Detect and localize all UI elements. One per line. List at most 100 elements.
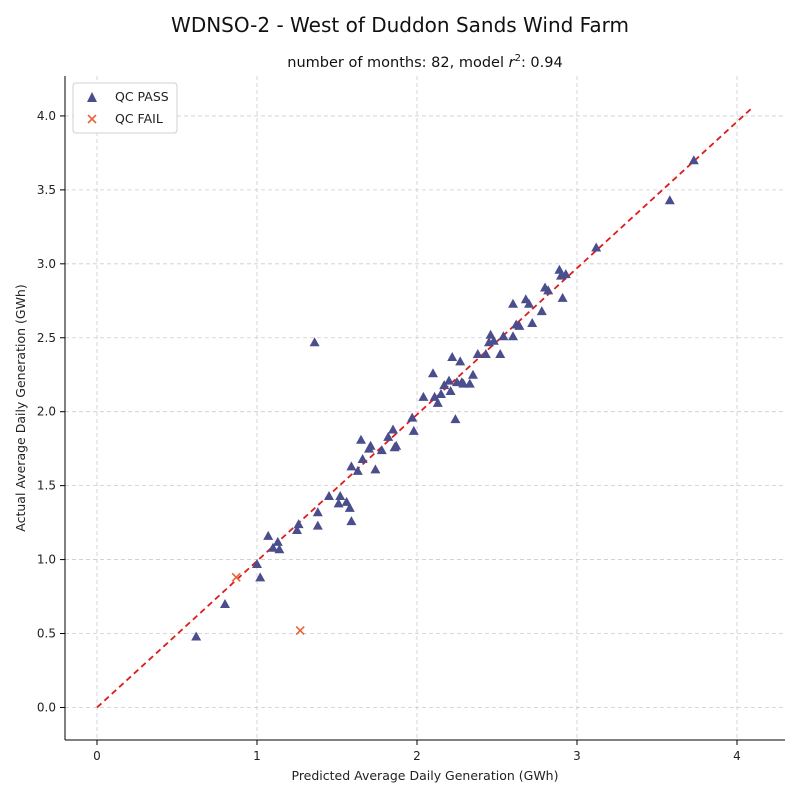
qc-pass-point (447, 351, 458, 361)
qc-pass-point (388, 424, 398, 434)
qc-pass-point (274, 544, 285, 554)
qc-pass-point (554, 264, 565, 274)
qc-pass-point (472, 349, 483, 359)
qc-pass-point (255, 572, 266, 582)
qc-pass-point (346, 461, 357, 471)
qc-pass-point (357, 454, 368, 464)
qc-pass-point (346, 516, 357, 526)
qc-pass-point (450, 414, 461, 424)
qc-pass-point (252, 559, 262, 569)
qc-pass-point (495, 349, 506, 359)
qc-pass-point (309, 337, 320, 347)
legend-pass-marker (87, 92, 97, 102)
qc-pass-point (324, 490, 334, 500)
y-tick-label: 0.0 (37, 700, 56, 714)
qc-pass-point (293, 519, 304, 529)
qc-pass-point (292, 525, 302, 535)
qc-pass-point (268, 542, 278, 552)
qc-pass-point (429, 391, 440, 401)
qc-pass-point (664, 195, 675, 205)
y-tick-label: 4.0 (37, 109, 56, 123)
y-tick-label: 1.0 (37, 553, 56, 567)
x-tick-label: 0 (93, 749, 101, 763)
subtitle-prefix: number of months: 82, model (287, 55, 508, 71)
qc-pass-point (468, 369, 478, 379)
qc-pass-point (356, 434, 366, 444)
qc-pass-point (464, 378, 475, 388)
qc-pass-point (444, 375, 454, 385)
chart-title: WDNSO-2 - West of Duddon Sands Wind Farm (171, 13, 629, 37)
subtitle-superscript: 2 (515, 53, 521, 64)
qc-pass-point (365, 440, 376, 450)
y-tick-label: 1.5 (37, 479, 56, 493)
y-axis-ticks: 0.0 0.5 1.0 1.5 2.0 2.5 3.0 3.5 4.0 (37, 109, 65, 714)
qc-pass-point (508, 331, 518, 341)
qc-pass-point (688, 155, 699, 165)
qc-pass-point (220, 598, 230, 608)
x-axis-label: Predicted Average Daily Generation (GWh) (292, 768, 559, 783)
x-tick-label: 3 (573, 749, 581, 763)
qc-pass-point (445, 385, 456, 395)
qc-pass-point (272, 536, 283, 546)
qc-pass-point (263, 530, 274, 540)
qc-pass-point (312, 507, 323, 517)
qc-pass-point (591, 242, 602, 252)
qc-pass-point (436, 388, 446, 398)
qc-pass-point (352, 465, 363, 475)
qc-pass-point (370, 464, 381, 474)
qc-pass-point (383, 431, 394, 441)
qc-pass-point (191, 631, 202, 641)
qc-pass-point (560, 269, 571, 279)
qc-pass-point (432, 397, 443, 407)
qc-pass-point (488, 335, 499, 345)
legend-fail-label: QC FAIL (115, 111, 163, 126)
fit-line-group (96, 106, 754, 709)
qc-pass-point (312, 520, 323, 530)
qc-pass-point (333, 498, 344, 508)
y-tick-label: 3.5 (37, 183, 56, 197)
qc-pass-point (524, 298, 534, 308)
data-points (191, 155, 699, 641)
qc-pass-point (557, 292, 568, 302)
qc-fail-point (231, 572, 241, 582)
grid-lines (65, 76, 785, 740)
y-tick-label: 2.0 (37, 405, 56, 419)
qc-pass-point (543, 285, 554, 295)
qc-pass-point (344, 502, 355, 512)
x-tick-label: 1 (253, 749, 261, 763)
legend-pass-label: QC PASS (115, 89, 169, 104)
chart-subtitle: number of months: 82, model r2: 0.94 (287, 53, 562, 71)
qc-pass-point (508, 298, 518, 308)
x-axis-ticks: 0 1 2 3 4 (93, 740, 741, 763)
qc-pass-point (458, 378, 469, 388)
qc-pass-point (514, 320, 525, 330)
qc-pass-point (407, 412, 418, 422)
y-tick-label: 0.5 (37, 627, 56, 641)
qc-pass-point (485, 329, 496, 339)
x-tick-label: 4 (733, 749, 741, 763)
qc-fail-point (295, 625, 305, 636)
qc-pass-point (498, 331, 509, 341)
subtitle-suffix: : 0.94 (521, 55, 563, 71)
qc-pass-point (480, 349, 491, 359)
y-axis-label: Actual Average Daily Generation (GWh) (13, 284, 28, 531)
qc-pass-point (418, 391, 429, 401)
qc-pass-point (527, 317, 538, 327)
qc-pass-point (335, 490, 346, 500)
qc-pass-point (408, 425, 419, 435)
x-tick-label: 2 (413, 749, 421, 763)
qc-pass-point (376, 445, 387, 455)
legend: QC PASS QC FAIL (72, 82, 178, 134)
subtitle-r: r (509, 55, 516, 71)
y-tick-label: 3.0 (37, 257, 56, 271)
fit-line (96, 106, 754, 709)
legend-box (72, 82, 178, 134)
legend-fail-marker (87, 114, 97, 124)
qc-pass-point (341, 496, 352, 506)
qc-pass-point (536, 306, 547, 316)
qc-pass-point (428, 368, 438, 378)
qc-pass-point (391, 440, 402, 450)
y-tick-label: 2.5 (37, 331, 56, 345)
qc-pass-point (455, 356, 466, 366)
